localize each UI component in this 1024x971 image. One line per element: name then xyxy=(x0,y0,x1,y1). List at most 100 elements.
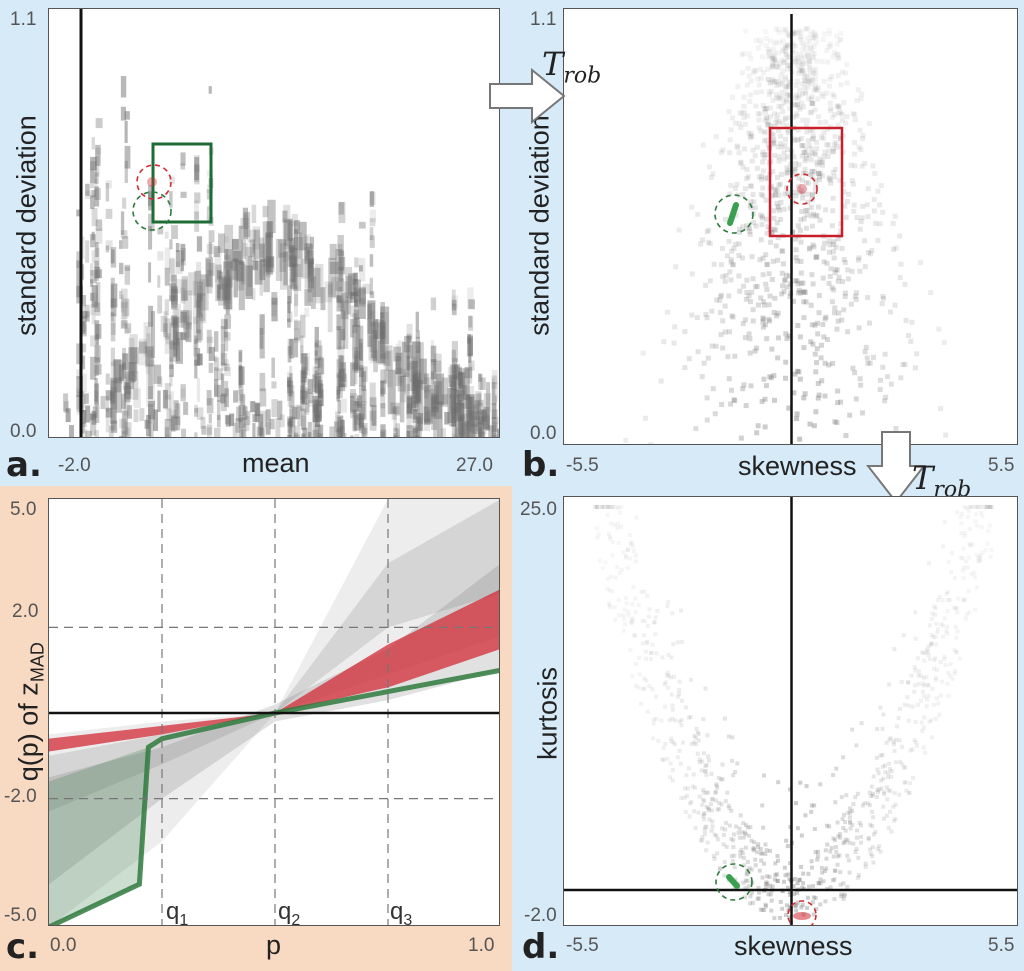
density-cell xyxy=(748,133,754,139)
density-cell xyxy=(837,37,843,43)
density-cell xyxy=(418,412,424,431)
density-cell xyxy=(855,791,860,796)
density-cell xyxy=(606,504,611,509)
density-cell xyxy=(655,608,660,613)
density-cell xyxy=(85,405,91,423)
density-cell xyxy=(722,859,727,864)
density-cell xyxy=(841,307,847,313)
density-cell xyxy=(809,809,814,814)
density-cell xyxy=(395,352,403,375)
density-cell xyxy=(628,647,633,652)
density-cell xyxy=(730,262,736,268)
density-cell xyxy=(803,73,809,79)
density-cell xyxy=(220,362,228,371)
density-cell xyxy=(772,57,778,63)
density-cell xyxy=(834,420,840,426)
density-cell xyxy=(776,128,782,134)
density-cell xyxy=(271,357,275,378)
density-cell xyxy=(409,360,416,383)
density-cell xyxy=(782,136,788,142)
density-cell xyxy=(776,182,782,188)
density-cell xyxy=(661,746,666,751)
density-cell xyxy=(820,870,825,875)
density-cell xyxy=(196,281,204,301)
density-cell xyxy=(784,83,790,89)
density-cell xyxy=(918,698,923,703)
density-cell xyxy=(870,854,875,859)
density-cell xyxy=(640,686,645,691)
density-cell xyxy=(799,143,805,149)
density-cell xyxy=(153,364,162,384)
density-cell xyxy=(833,139,839,145)
density-cell xyxy=(94,178,98,200)
density-cell xyxy=(350,395,355,412)
density-cell xyxy=(478,392,482,417)
density-cell xyxy=(844,793,849,798)
density-cell xyxy=(433,406,439,437)
density-cell xyxy=(418,342,424,391)
density-cell xyxy=(423,418,431,425)
density-cell xyxy=(810,211,816,217)
density-cell xyxy=(721,832,726,837)
density-cell xyxy=(953,606,958,611)
density-cell xyxy=(458,414,465,436)
density-cell xyxy=(891,742,896,747)
density-cell xyxy=(235,418,241,433)
density-cell xyxy=(314,358,320,369)
density-cell xyxy=(799,65,805,71)
density-cell xyxy=(369,191,376,205)
density-cell xyxy=(80,324,87,332)
density-cell xyxy=(805,117,811,123)
density-cell xyxy=(921,745,926,750)
density-cell xyxy=(880,752,885,757)
density-cell xyxy=(376,322,386,339)
density-cell xyxy=(767,848,772,853)
density-cell xyxy=(679,723,684,728)
density-cell xyxy=(826,249,832,255)
density-cell xyxy=(787,93,793,99)
density-cell xyxy=(814,253,820,259)
density-cell xyxy=(728,127,734,133)
density-cell xyxy=(762,106,768,112)
density-cell xyxy=(297,406,303,426)
density-cell xyxy=(880,294,886,300)
density-cell xyxy=(843,433,849,439)
density-cell xyxy=(252,423,256,437)
density-cell xyxy=(805,61,811,67)
density-cell xyxy=(224,275,233,311)
density-cell xyxy=(855,828,860,833)
density-cell xyxy=(795,30,801,36)
density-cell xyxy=(939,622,944,627)
density-cell xyxy=(856,255,862,261)
density-cell xyxy=(238,349,243,362)
density-cell xyxy=(468,315,474,331)
density-cell xyxy=(877,387,883,393)
density-cell xyxy=(689,204,695,210)
density-cell xyxy=(741,51,747,57)
density-cell xyxy=(774,175,780,181)
density-cell xyxy=(805,84,811,90)
density-cell xyxy=(338,355,344,374)
density-cell xyxy=(900,762,905,767)
density-cell xyxy=(804,212,810,218)
density-cell xyxy=(621,550,626,555)
density-cell xyxy=(980,550,985,555)
density-cell xyxy=(835,862,840,867)
density-cell xyxy=(718,294,724,300)
density-cell xyxy=(600,566,605,571)
density-cell xyxy=(676,227,682,233)
density-cell xyxy=(597,558,602,563)
density-cell xyxy=(824,260,830,266)
density-cell xyxy=(346,276,353,298)
density-cell xyxy=(605,504,610,509)
density-cell xyxy=(180,384,186,402)
density-cell xyxy=(879,778,884,783)
density-cell xyxy=(806,152,812,158)
density-cell xyxy=(593,504,598,509)
density-cell xyxy=(380,380,386,395)
plot-d-ylabel: kurtosis xyxy=(532,666,563,761)
density-cell xyxy=(194,163,199,182)
density-cell xyxy=(742,110,748,116)
density-cell xyxy=(860,203,866,209)
density-cell xyxy=(807,38,813,44)
